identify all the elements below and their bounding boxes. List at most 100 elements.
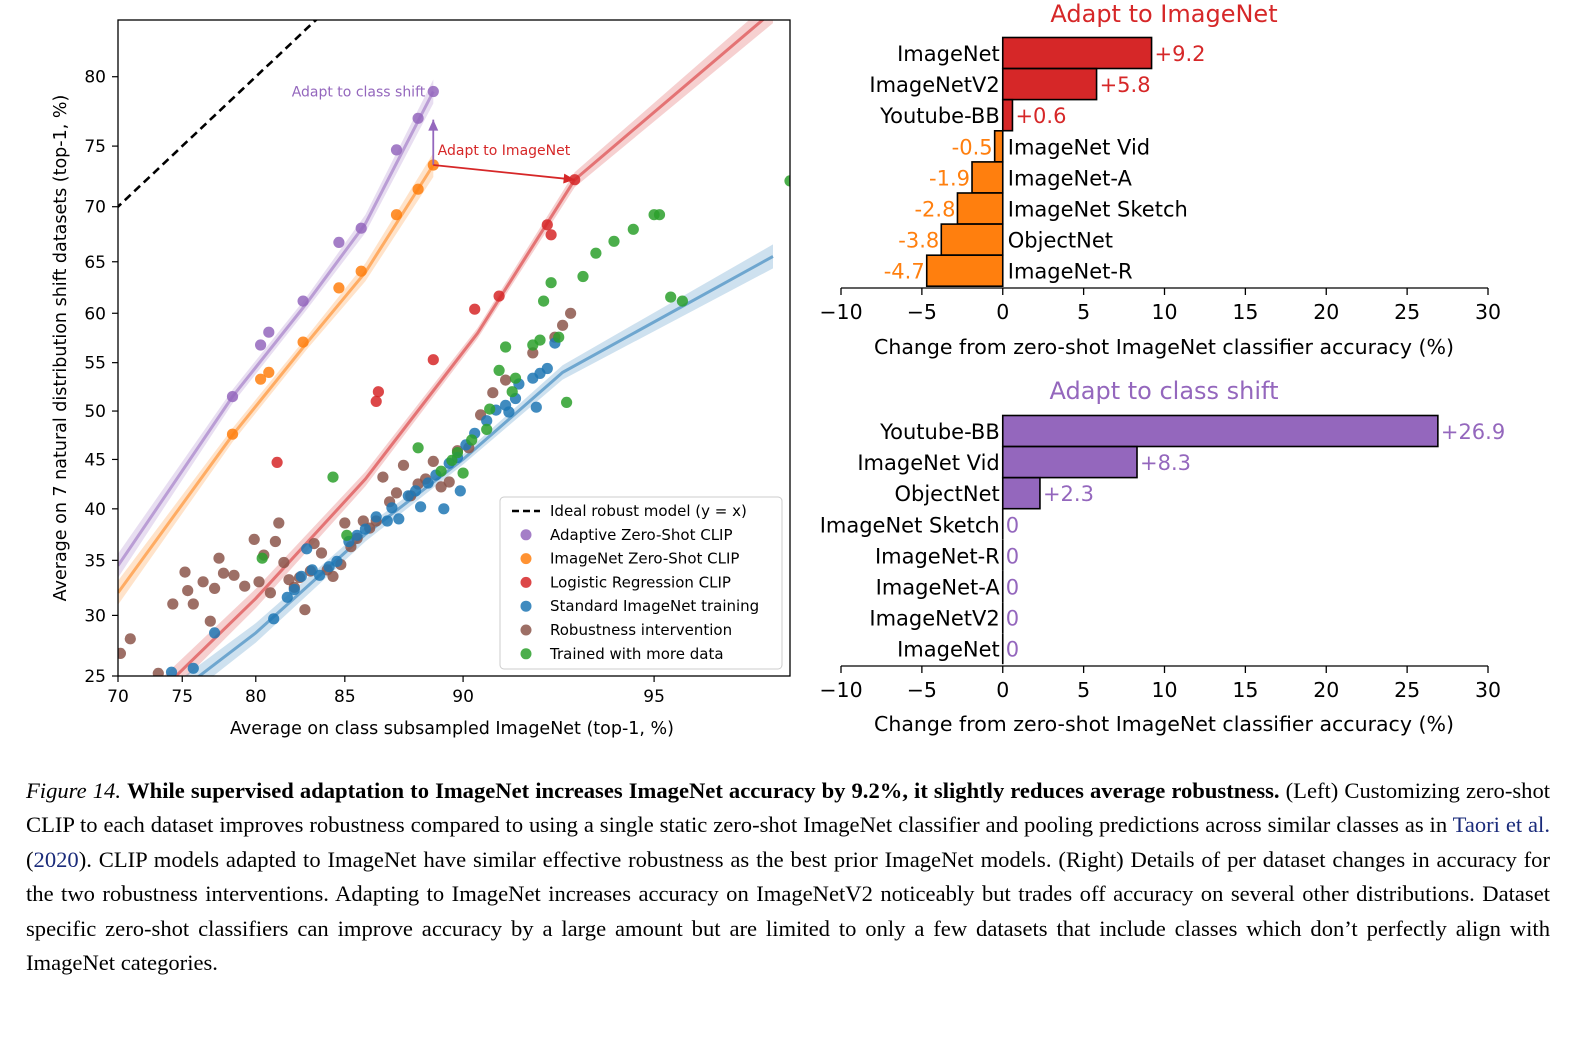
y-tick-label: 80 — [84, 68, 106, 88]
category-label: ImageNet-R — [1008, 260, 1133, 284]
x-tick-label: 15 — [1232, 300, 1258, 324]
point-robust — [152, 667, 164, 676]
point-standard — [331, 555, 343, 568]
legend-label: Robustness intervention — [550, 621, 732, 639]
point-logreg — [569, 174, 581, 186]
annotation-arrow-head — [563, 173, 575, 184]
legend-label: Ideal robust model (y = x) — [550, 502, 747, 520]
point-robust — [213, 552, 225, 564]
x-tick-label: 5 — [1077, 300, 1090, 324]
category-label: ImageNetV2 — [869, 73, 999, 97]
bar — [1001, 98, 1014, 132]
scatter-y-axis-label: Average on 7 natural distribution shift … — [51, 95, 71, 602]
bar-bottom-x-axis-label: Change from zero-shot ImageNet classifie… — [874, 712, 1454, 736]
category-label: ImageNet Sketch — [1008, 198, 1188, 222]
legend-marker — [520, 529, 532, 541]
legend-label: Trained with more data — [549, 645, 724, 663]
bar-chart-adapt-to-class-shift: Adapt to class shift Youtube-BB +26.9 Imag… — [819, 377, 1505, 736]
point-zeroshot — [412, 183, 424, 195]
annotation-arrow-shaft — [433, 164, 575, 181]
point-moredata — [509, 372, 522, 384]
value-label: 0 — [1006, 607, 1019, 631]
point-robust — [253, 576, 265, 588]
scatter-points — [118, 85, 790, 688]
point-moredata — [466, 434, 478, 446]
value-label: -4.7 — [884, 260, 925, 284]
point-standard — [410, 485, 422, 497]
legend-marker — [520, 648, 532, 660]
y-tick-label: 35 — [84, 551, 106, 571]
point-standard — [187, 662, 199, 674]
point-moredata — [561, 396, 573, 408]
point-standard — [541, 362, 553, 375]
bar-bottom-x-ticks: −10 −5 0 5 10 15 20 25 30 — [819, 666, 1501, 702]
point-robust — [248, 533, 260, 546]
legend-marker — [520, 624, 532, 636]
point-standard — [150, 677, 161, 688]
x-tick-label: 30 — [1475, 678, 1501, 702]
caption-body-part-1: (Left) Customizing zero-shot CLIP to eac… — [26, 778, 1551, 838]
point-robust — [179, 566, 191, 578]
point-moredata — [545, 277, 557, 289]
value-label: +9.2 — [1155, 42, 1206, 66]
point-zeroshot — [297, 336, 309, 348]
category-label: Youtube-BB — [879, 420, 1000, 444]
point-standard — [295, 570, 307, 583]
legend-marker — [520, 553, 532, 565]
x-tick-label: −10 — [819, 300, 862, 324]
bar — [1001, 36, 1153, 70]
point-moredata — [493, 364, 505, 376]
value-label: +2.3 — [1043, 482, 1094, 506]
value-label: -3.8 — [898, 229, 939, 253]
citation-author-link[interactable]: Taori et al. — [1452, 812, 1550, 838]
point-standard — [359, 523, 371, 535]
category-label: ImageNetV2 — [869, 607, 999, 631]
point-robust — [124, 633, 136, 645]
y-tick-label: 25 — [84, 667, 106, 687]
bar-bottom-bars: Youtube-BB +26.9 ImageNet Vid +8.3 ObjectNet… — [820, 414, 1505, 665]
scatter-plot: Adapt to class shift Adapt to ImageNet 70… — [51, 19, 791, 739]
category-label: ObjectNet — [1008, 229, 1113, 253]
point-standard — [288, 583, 300, 596]
point-moredata — [538, 295, 550, 307]
point-robust — [565, 307, 577, 319]
point-robust — [377, 471, 389, 483]
point-moredata — [451, 447, 464, 459]
point-logreg — [541, 219, 553, 231]
point-robust — [278, 556, 290, 569]
point-logreg — [469, 303, 481, 315]
point-robust — [209, 582, 221, 595]
point-moredata — [341, 529, 353, 541]
x-tick-label: 70 — [107, 687, 129, 707]
point-standard — [281, 591, 293, 603]
point-logreg — [271, 456, 283, 468]
x-tick-label: −5 — [907, 678, 937, 702]
category-label: ImageNet — [897, 638, 1000, 662]
bar — [1001, 67, 1098, 101]
category-label: ImageNet Vid — [1008, 135, 1150, 159]
x-tick-label: −10 — [819, 678, 862, 702]
caption-bold-statement: While supervised adaptation to ImageNet … — [127, 778, 1280, 803]
point-moredata — [457, 467, 469, 479]
point-moredata — [506, 386, 518, 398]
point-moredata — [665, 291, 677, 303]
legend-label: ImageNet Zero-Shot CLIP — [550, 550, 739, 568]
y-tick-label: 65 — [84, 253, 106, 273]
point-moredata — [256, 552, 268, 564]
annotation-label: Adapt to class shift — [292, 85, 426, 101]
value-label: 0 — [1006, 638, 1019, 662]
point-moredata — [676, 295, 689, 307]
bar — [971, 161, 1004, 194]
bar — [993, 130, 1004, 163]
point-standard — [268, 613, 280, 625]
point-robust — [487, 387, 499, 399]
annotations: Adapt to class shift Adapt to ImageNet — [292, 85, 575, 184]
point-adaptive — [355, 222, 367, 234]
bar — [956, 192, 1004, 225]
point-logreg — [370, 395, 382, 407]
x-tick-label: 0 — [996, 300, 1009, 324]
category-label: ImageNet-R — [875, 544, 1000, 568]
legend-label: Standard ImageNet training — [550, 597, 759, 615]
citation-year-link[interactable]: 2020 — [33, 846, 79, 872]
figure-14-charts: Adapt to class shift Adapt to ImageNet 70… — [51, 0, 1505, 739]
